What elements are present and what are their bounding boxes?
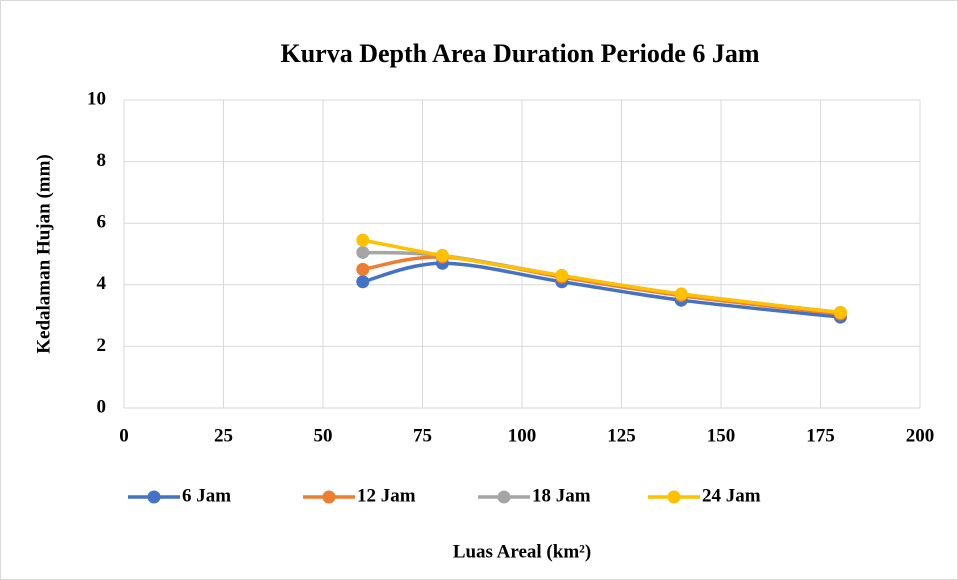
y-axis-label: Kedalaman Hujan (mm)	[33, 154, 54, 354]
marker	[356, 275, 370, 289]
x-axis-label: Luas Areal (km²)	[453, 541, 591, 562]
legend-label: 12 Jam	[357, 485, 416, 506]
legend-label: 6 Jam	[182, 485, 231, 506]
marker	[356, 262, 370, 276]
y-tick-label: 8	[97, 150, 107, 171]
legend-label: 24 Jam	[702, 485, 761, 506]
legend-marker	[147, 490, 161, 504]
x-tick-label: 125	[607, 425, 636, 446]
legend-marker	[497, 490, 511, 504]
marker	[356, 233, 370, 247]
marker	[674, 287, 688, 301]
chart-title: Kurva Depth Area Duration Periode 6 Jam	[280, 39, 759, 68]
x-tick-label: 50	[314, 425, 333, 446]
x-tick-label: 25	[214, 425, 233, 446]
y-tick-label: 10	[87, 88, 106, 109]
x-tick-label: 175	[806, 425, 835, 446]
x-tick-label: 150	[707, 425, 736, 446]
y-tick-label: 4	[97, 273, 107, 294]
y-tick-label: 6	[97, 212, 107, 233]
legend-label: 18 Jam	[532, 485, 591, 506]
marker	[555, 269, 569, 283]
x-tick-label: 0	[119, 425, 129, 446]
y-tick-label: 0	[97, 396, 107, 417]
marker	[356, 245, 370, 259]
x-tick-label: 75	[413, 425, 432, 446]
legend-marker	[667, 490, 681, 504]
marker	[435, 249, 449, 263]
x-tick-label: 100	[508, 425, 537, 446]
marker	[833, 306, 847, 320]
legend-marker	[322, 490, 336, 504]
y-tick-label: 2	[97, 335, 107, 356]
x-tick-label: 200	[906, 425, 935, 446]
